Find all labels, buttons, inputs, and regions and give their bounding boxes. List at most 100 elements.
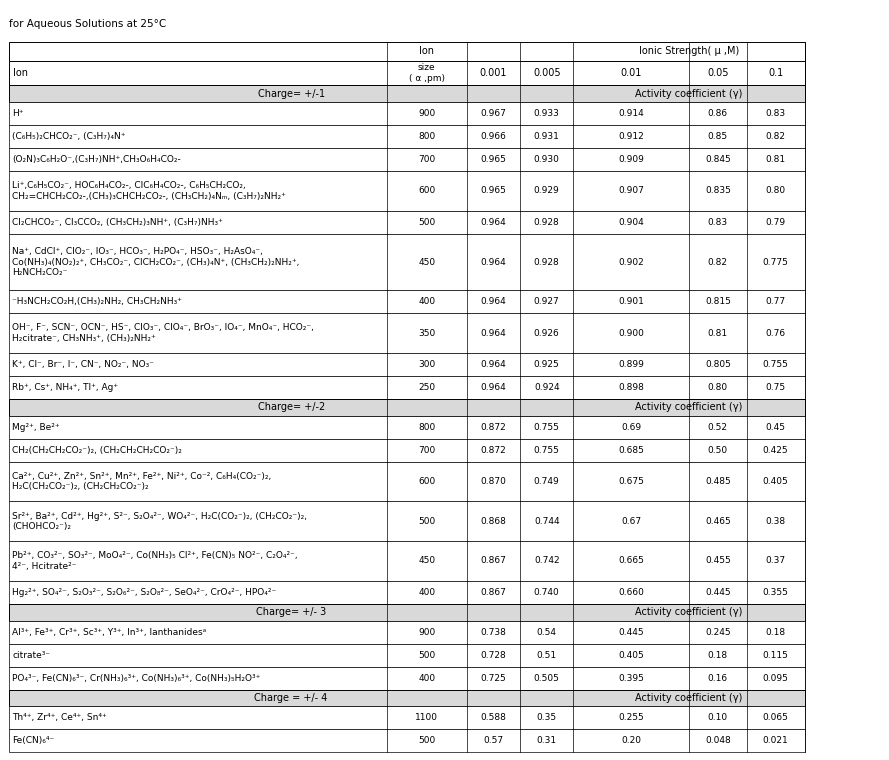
Bar [9, 171, 805, 211]
Text: 0.005: 0.005 [533, 68, 561, 78]
Text: 0.909: 0.909 [618, 155, 645, 164]
Text: 0.18: 0.18 [765, 628, 786, 637]
Bar [9, 313, 805, 353]
Bar [9, 689, 805, 706]
Text: citrate³⁻: citrate³⁻ [12, 651, 51, 660]
Text: 0.728: 0.728 [481, 651, 506, 660]
Text: 0.405: 0.405 [619, 651, 644, 660]
Text: 0.445: 0.445 [705, 587, 731, 597]
Text: 0.01: 0.01 [621, 68, 642, 78]
Text: 0.907: 0.907 [618, 186, 645, 195]
Text: 350: 350 [418, 328, 436, 337]
Text: 0.405: 0.405 [763, 477, 789, 486]
Text: 0.964: 0.964 [481, 383, 506, 392]
Text: Na⁺, CdCl⁺, ClO₂⁻, IO₃⁻, HCO₃⁻, H₂PO₄⁻, HSO₃⁻, H₂AsO₄⁻,
Co(NH₃)₄(NO₂)₂⁺, CH₃CO₂⁻: Na⁺, CdCl⁺, ClO₂⁻, IO₃⁻, HCO₃⁻, H₂PO₄⁻, … [12, 247, 300, 277]
Text: 0.872: 0.872 [481, 445, 506, 454]
Text: Activity coefficient (γ): Activity coefficient (γ) [636, 607, 742, 617]
Text: 0.85: 0.85 [708, 132, 728, 141]
Text: Ca²⁺, Cu²⁺, Zn²⁺, Sn²⁺, Mn²⁺, Fe²⁺, Ni²⁺, Co⁻², C₆H₄(CO₂⁻)₂,
H₂C(CH₂CO₂⁻)₂, (CH₂: Ca²⁺, Cu²⁺, Zn²⁺, Sn²⁺, Mn²⁺, Fe²⁺, Ni²⁺… [12, 472, 272, 491]
Text: 0.967: 0.967 [480, 109, 507, 118]
Bar [9, 581, 805, 604]
Text: ⁻H₃NCH₂CO₂H,(CH₃)₂NH₂, CH₃CH₂NH₃⁺: ⁻H₃NCH₂CO₂H,(CH₃)₂NH₂, CH₃CH₂NH₃⁺ [12, 297, 182, 306]
Text: 0.465: 0.465 [705, 517, 731, 526]
Text: 0.51: 0.51 [537, 651, 557, 660]
Text: 500: 500 [418, 736, 436, 746]
Text: Ion: Ion [13, 68, 28, 78]
Text: 0.83: 0.83 [708, 218, 728, 226]
Text: 0.660: 0.660 [618, 587, 645, 597]
Text: 0.933: 0.933 [533, 109, 560, 118]
Text: 0.1: 0.1 [768, 68, 783, 78]
Text: (C₆H₅)₂CHCO₂⁻, (C₃H₇)₄N⁺: (C₆H₅)₂CHCO₂⁻, (C₃H₇)₄N⁺ [12, 132, 126, 141]
Text: Fe(CN)₆⁴⁻: Fe(CN)₆⁴⁻ [12, 736, 55, 746]
Text: 0.775: 0.775 [763, 258, 789, 267]
Text: 0.38: 0.38 [765, 517, 786, 526]
Text: Ion: Ion [420, 46, 434, 56]
Text: Cl₂CHCO₂⁻, Cl₃CCO₂, (CH₃CH₂)₃NH⁺, (C₃H₇)NH₃⁺: Cl₂CHCO₂⁻, Cl₃CCO₂, (CH₃CH₂)₃NH⁺, (C₃H₇)… [12, 218, 223, 226]
Text: 450: 450 [418, 258, 436, 267]
Bar [9, 604, 805, 620]
Text: 0.755: 0.755 [763, 360, 789, 369]
Text: 0.725: 0.725 [481, 673, 506, 682]
Bar [9, 416, 805, 439]
Text: 0.742: 0.742 [534, 556, 559, 565]
Text: 0.901: 0.901 [618, 297, 645, 306]
Text: Mg²⁺, Be²⁺: Mg²⁺, Be²⁺ [12, 423, 60, 432]
Bar [9, 61, 805, 85]
Text: 0.05: 0.05 [707, 68, 729, 78]
Text: 0.10: 0.10 [708, 714, 728, 722]
Bar [9, 399, 805, 416]
Text: 450: 450 [418, 556, 436, 565]
Text: Activity coefficient (γ): Activity coefficient (γ) [636, 402, 742, 413]
Text: Ionic Strength( μ ,M): Ionic Strength( μ ,M) [639, 46, 739, 56]
Text: 0.868: 0.868 [480, 517, 507, 526]
Text: Activity coefficient (γ): Activity coefficient (γ) [636, 89, 742, 99]
Text: Th⁴⁺, Zr⁴⁺, Ce⁴⁺, Sn⁴⁺: Th⁴⁺, Zr⁴⁺, Ce⁴⁺, Sn⁴⁺ [12, 714, 108, 722]
Text: 0.675: 0.675 [618, 477, 645, 486]
Text: 0.965: 0.965 [480, 186, 507, 195]
Text: Charge= +/-2: Charge= +/-2 [258, 402, 324, 413]
Text: Charge= +/-1: Charge= +/-1 [258, 89, 324, 99]
Text: 0.79: 0.79 [765, 218, 786, 226]
Text: 0.505: 0.505 [533, 673, 560, 682]
Text: 250: 250 [418, 383, 436, 392]
Text: Pb²⁺, CO₃²⁻, SO₃²⁻, MoO₄²⁻, Co(NH₃)₅ Cl²⁺, Fe(CN)₅ NO²⁻, C₂O₄²⁻,
4²⁻, Hcitrate²⁻: Pb²⁺, CO₃²⁻, SO₃²⁻, MoO₄²⁻, Co(NH₃)₅ Cl²… [12, 551, 298, 571]
Text: 0.021: 0.021 [763, 736, 789, 746]
Text: 0.902: 0.902 [619, 258, 644, 267]
Text: 0.485: 0.485 [705, 477, 731, 486]
Text: Li⁺,C₆H₅CO₂⁻, HOC₆H₄CO₂-, ClC₆H₄CO₂-, C₆H₅CH₂CO₂,
CH₂=CHCH₂CO₂-,(CH₃)₃CHCH₂CO₂-,: Li⁺,C₆H₅CO₂⁻, HOC₆H₄CO₂-, ClC₆H₄CO₂-, C₆… [12, 182, 286, 201]
Text: Rb⁺, Cs⁺, NH₄⁺, Tl⁺, Ag⁺: Rb⁺, Cs⁺, NH₄⁺, Tl⁺, Ag⁺ [12, 383, 118, 392]
Text: H⁺: H⁺ [12, 109, 24, 118]
Text: 0.904: 0.904 [619, 218, 644, 226]
Text: 0.83: 0.83 [765, 109, 786, 118]
Text: 0.395: 0.395 [618, 673, 645, 682]
Text: 0.255: 0.255 [619, 714, 644, 722]
Text: 0.965: 0.965 [480, 155, 507, 164]
Text: 0.095: 0.095 [763, 673, 789, 682]
Bar [9, 85, 805, 102]
Text: 0.835: 0.835 [705, 186, 731, 195]
Bar [9, 290, 805, 313]
Text: 0.685: 0.685 [618, 445, 645, 454]
Text: 600: 600 [418, 186, 436, 195]
Text: 0.964: 0.964 [481, 258, 506, 267]
Text: 900: 900 [418, 628, 436, 637]
Bar [9, 706, 805, 730]
Text: 300: 300 [418, 360, 436, 369]
Text: 0.925: 0.925 [534, 360, 559, 369]
Text: 400: 400 [418, 587, 436, 597]
Bar [9, 148, 805, 171]
Text: 0.67: 0.67 [621, 517, 641, 526]
Text: 0.740: 0.740 [534, 587, 559, 597]
Text: 0.76: 0.76 [765, 328, 786, 337]
Text: Activity coefficient (γ): Activity coefficient (γ) [636, 693, 742, 703]
Text: 0.31: 0.31 [537, 736, 557, 746]
Text: 0.75: 0.75 [765, 383, 786, 392]
Text: 0.924: 0.924 [534, 383, 559, 392]
Text: 0.001: 0.001 [480, 68, 507, 78]
Text: 0.872: 0.872 [481, 423, 506, 432]
Text: 0.35: 0.35 [537, 714, 557, 722]
Text: 0.964: 0.964 [481, 218, 506, 226]
Bar [9, 730, 805, 752]
Text: 0.755: 0.755 [533, 423, 560, 432]
